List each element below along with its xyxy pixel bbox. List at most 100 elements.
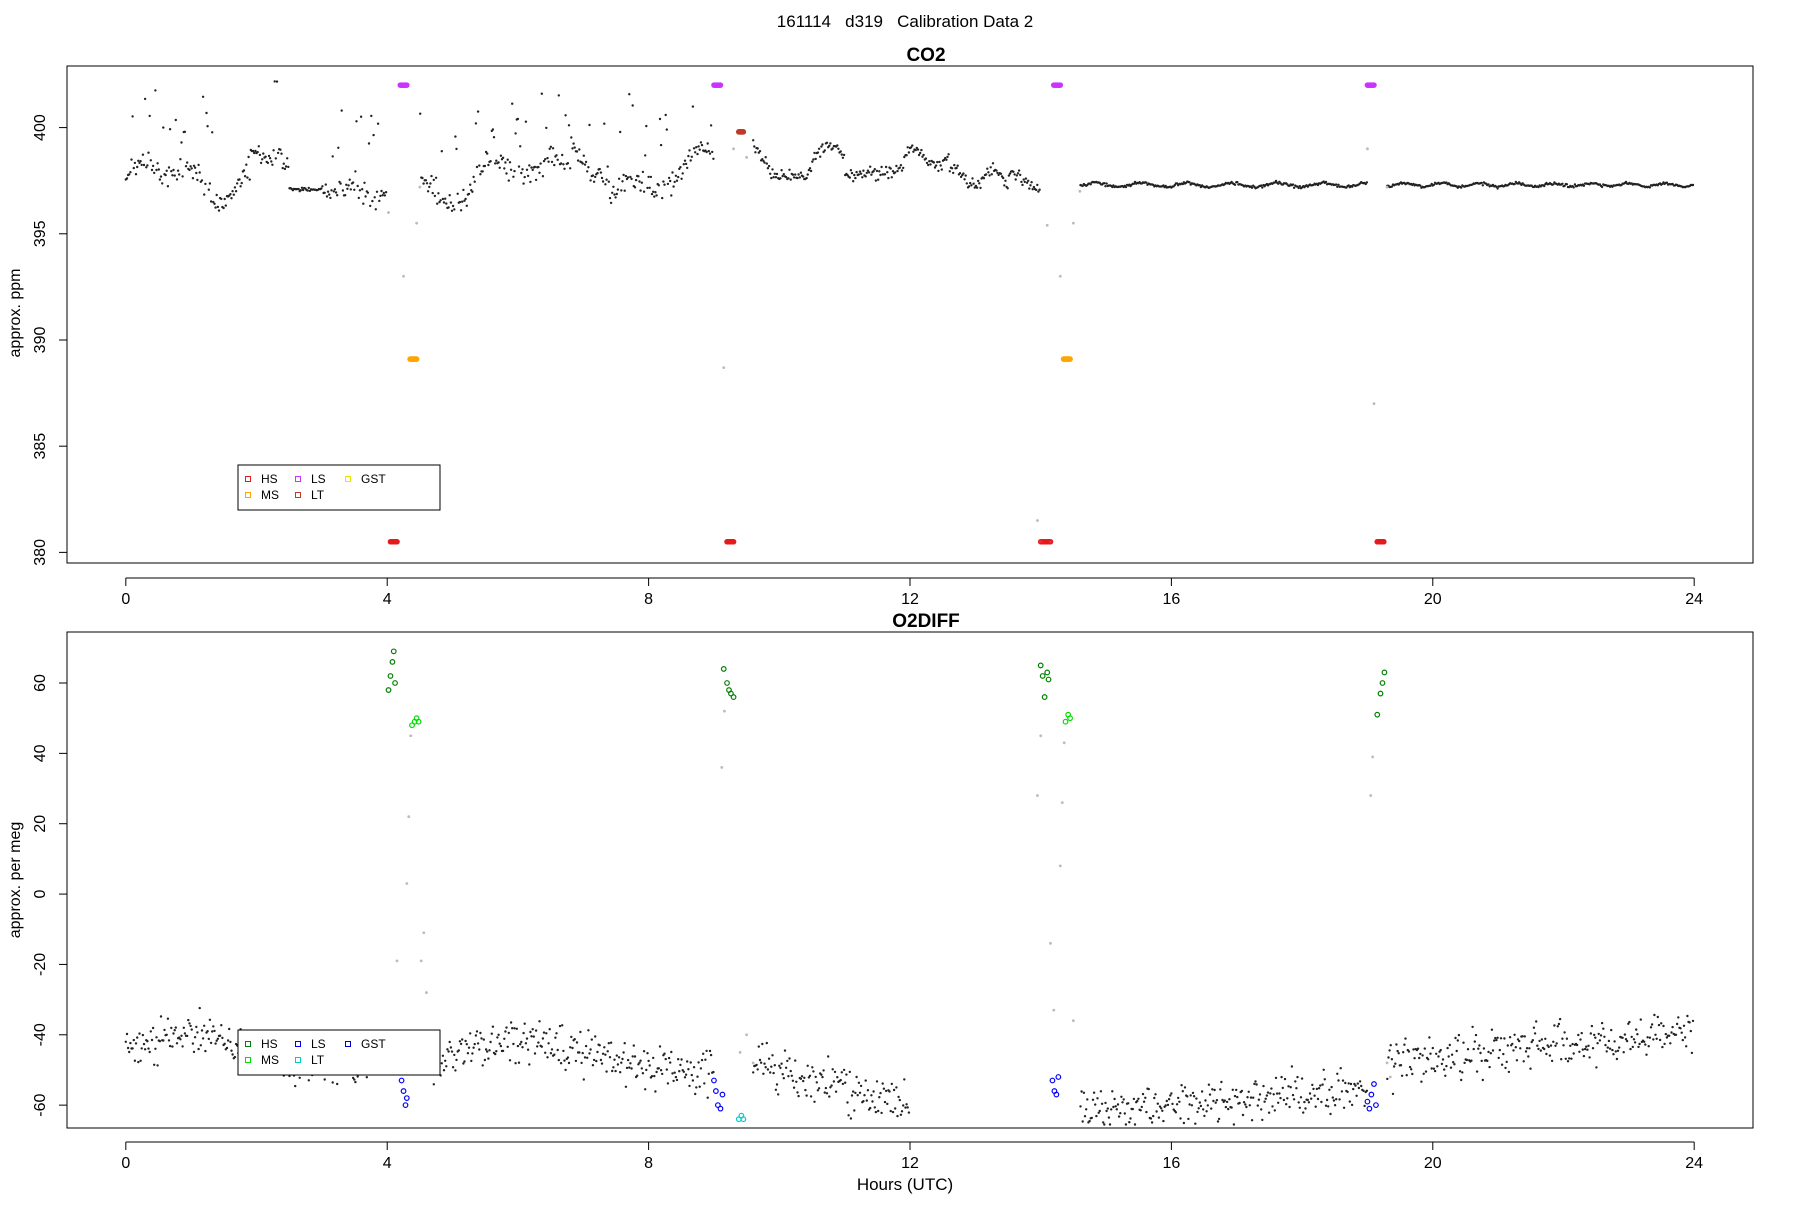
co2-ambient-point (919, 151, 922, 155)
o2-ambient-point (1649, 1026, 1653, 1029)
o2-ambient-point (642, 1050, 646, 1053)
co2-ambient-point (272, 149, 275, 152)
co2-ambient-point (999, 172, 1003, 175)
co2-ambient-point (204, 182, 207, 186)
o2-ambient-point (354, 1080, 357, 1084)
o2-ambient-point (200, 1029, 204, 1032)
o2-ambient-point (1400, 1074, 1404, 1078)
o2-ambient-point (1658, 1038, 1662, 1042)
o2-ambient-point (600, 1062, 604, 1065)
o2-ambient-point (856, 1094, 859, 1097)
o2-ambient-point (1689, 1029, 1693, 1033)
co2-ambient-point (886, 171, 889, 174)
o2-transition-point (1385, 1061, 1389, 1065)
co2-ambient-point (979, 186, 982, 190)
co2-ambient-point (300, 186, 304, 189)
o2-ambient-point (1396, 1049, 1399, 1053)
co2-ambient-point (895, 164, 898, 168)
co2-ambient-point (600, 176, 604, 180)
o2-ambient-point (1131, 1107, 1135, 1111)
o2-ambient-point (1550, 1059, 1554, 1063)
co2-ambient-point (328, 193, 331, 196)
o2-ambient-point (709, 1053, 713, 1057)
o2-ambient-point (836, 1076, 839, 1079)
o2-ambient-point (765, 1041, 768, 1045)
o2-ambient-point (1549, 1044, 1553, 1047)
co2-ambient-point (1543, 184, 1546, 188)
co2-ambient-point (236, 182, 239, 185)
o2-ambient-point (654, 1090, 657, 1093)
co2-x-tick-label: 16 (1162, 591, 1180, 608)
o2-ambient-point (1524, 1050, 1528, 1053)
o2-ambient-point (440, 1062, 443, 1065)
o2-ambient-point (771, 1054, 774, 1057)
o2-ambient-point (1188, 1103, 1191, 1106)
o2-ambient-point (1098, 1109, 1102, 1113)
co2-ambient-point (422, 182, 425, 185)
co2-ambient-point (261, 158, 264, 161)
co2-legend-label-ls: LS (311, 472, 326, 486)
o2-ambient-point (580, 1061, 583, 1065)
o2-ambient-point (615, 1054, 618, 1057)
o2-ambient-point (547, 1042, 550, 1045)
co2-ambient-point (1600, 185, 1604, 189)
co2-ambient-point (690, 155, 693, 158)
co2-ambient-point (787, 177, 790, 180)
co2-ambient-point (564, 114, 567, 117)
x-axis-title: Hours (UTC) (857, 1175, 953, 1194)
o2-ambient-point (531, 1028, 534, 1031)
o2-ambient-point (638, 1061, 641, 1064)
co2-ambient-point (286, 157, 289, 160)
co2-ambient-point (1561, 182, 1564, 185)
co2-panel-title: CO2 (906, 45, 945, 66)
co2-ambient-point (889, 167, 892, 170)
o2-ambient-point (133, 1059, 137, 1062)
o2-ambient-point (1164, 1104, 1167, 1107)
co2-ambient-point (798, 176, 801, 179)
o2-ambient-point (1249, 1096, 1253, 1099)
o2-ambient-point (815, 1081, 818, 1084)
o2-ambient-point (1408, 1065, 1412, 1069)
o2-ambient-point (1291, 1093, 1295, 1097)
co2-ambient-point (267, 154, 271, 158)
o2-ambient-point (1670, 1031, 1673, 1034)
o2-ambient-point (1113, 1097, 1116, 1101)
co2-ambient-point (631, 104, 634, 107)
co2-ambient-point (1105, 182, 1108, 185)
o2-ambient-point (1639, 1018, 1643, 1021)
co2-ambient-point (571, 147, 574, 150)
o2-ambient-point (1292, 1098, 1296, 1101)
co2-ambient-point (657, 184, 660, 187)
o2-ambient-point (682, 1070, 685, 1074)
co2-ambient-point (1024, 177, 1028, 180)
o2-calibration-LS-point (400, 1088, 407, 1094)
co2-ambient-point (454, 135, 457, 138)
co2-ambient-point (234, 190, 238, 193)
co2-ambient-point (542, 159, 546, 163)
co2-ambient-point (911, 144, 914, 147)
o2-legend-swatch-ms (245, 1057, 251, 1063)
co2-ambient-point (971, 177, 974, 180)
co2-ambient-point (925, 161, 929, 165)
o2-ambient-point (1304, 1107, 1307, 1110)
o2-calibration-HS-point (392, 680, 398, 686)
co2-ambient-point (450, 209, 454, 212)
o2-ambient-point (1144, 1096, 1147, 1100)
o2-ambient-point (1499, 1037, 1503, 1040)
o2-ambient-point (138, 1032, 141, 1035)
co2-ambient-point (133, 161, 137, 165)
co2-ambient-point (138, 161, 141, 165)
o2-ambient-point (891, 1110, 895, 1114)
o2-ambient-point (516, 1044, 520, 1048)
o2-ambient-point (1431, 1046, 1435, 1050)
co2-ambient-point (1336, 185, 1339, 188)
o2-ambient-point (777, 1093, 780, 1096)
co2-ambient-point (453, 208, 456, 211)
co2-ambient-point (1016, 172, 1020, 175)
co2-ambient-point (268, 157, 272, 160)
o2-transition-point (1049, 941, 1052, 945)
o2-ambient-point (1418, 1056, 1421, 1060)
co2-ambient-point (823, 149, 826, 152)
co2-ambient-point (499, 154, 503, 157)
